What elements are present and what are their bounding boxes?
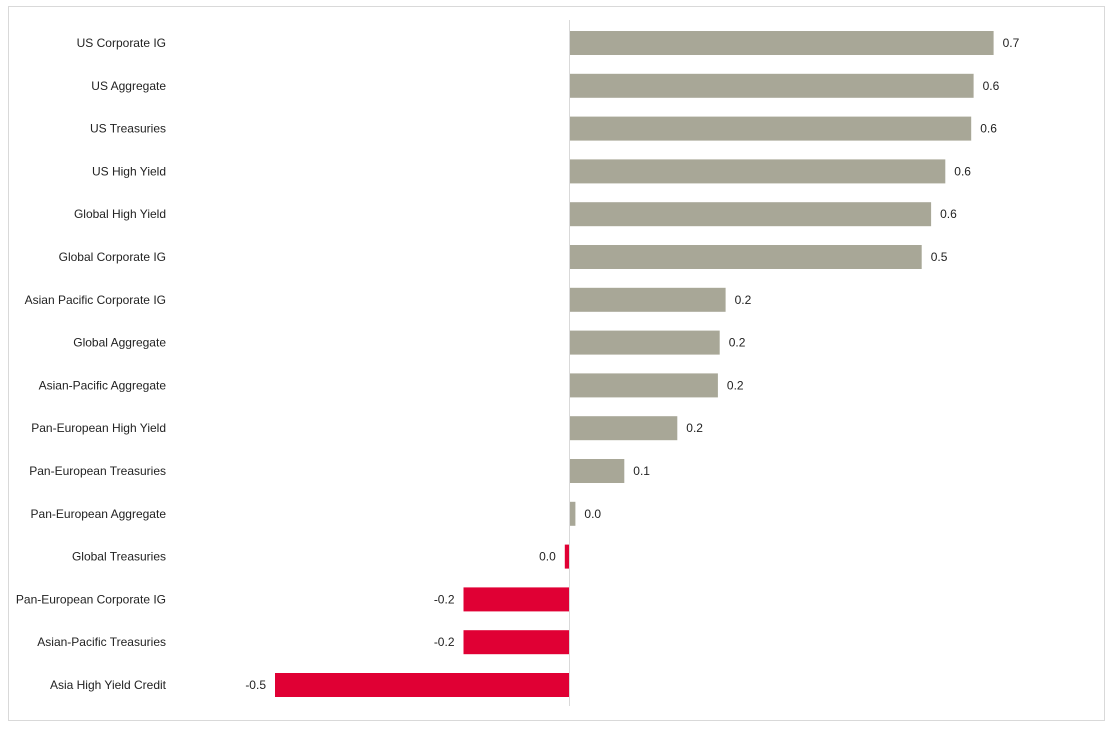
value-label-asia-high-yield-credit: -0.5 (245, 678, 266, 692)
bar-us-high-yield (569, 159, 946, 184)
value-label-global-treasuries: 0.0 (539, 550, 556, 564)
category-label-asian-pacific-corporate-ig: Asian Pacific Corporate IG (25, 293, 166, 307)
category-label-asian-pacific-aggregate: Asian-Pacific Aggregate (39, 378, 167, 392)
value-label-global-high-yield: 0.6 (940, 207, 957, 221)
value-label-us-aggregate: 0.6 (983, 79, 1000, 93)
value-label-pan-european-high-yield: 0.2 (686, 421, 703, 435)
value-label-pan-european-aggregate: 0.0 (584, 507, 601, 521)
bar-global-corporate-ig (569, 245, 922, 269)
bar-pan-european-treasuries (569, 459, 625, 483)
value-label-asian-pacific-aggregate: 0.2 (727, 378, 744, 392)
category-label-asian-pacific-treasuries: Asian-Pacific Treasuries (37, 635, 166, 649)
value-label-pan-european-treasuries: 0.1 (633, 464, 650, 478)
bar-pan-european-high-yield (569, 416, 678, 441)
bar-us-treasuries (569, 116, 972, 141)
labels-layer: US Corporate IG 0.7 US Aggregate 0.6 US Trea… (16, 36, 1020, 692)
value-label-global-aggregate: 0.2 (729, 336, 746, 350)
category-label-pan-european-aggregate: Pan-European Aggregate (31, 507, 167, 521)
category-label-us-high-yield: US High Yield (92, 164, 166, 178)
bar-pan-european-corporate-ig (463, 587, 570, 612)
category-label-us-corporate-ig: US Corporate IG (77, 36, 166, 50)
bar-global-high-yield (569, 202, 932, 227)
category-label-global-aggregate: Global Aggregate (73, 336, 166, 350)
value-label-global-corporate-ig: 0.5 (931, 250, 948, 264)
category-label-pan-european-corporate-ig: Pan-European Corporate IG (16, 592, 166, 606)
value-label-us-corporate-ig: 0.7 (1003, 36, 1020, 50)
category-label-pan-european-high-yield: Pan-European High Yield (31, 421, 166, 435)
value-label-us-treasuries: 0.6 (980, 122, 997, 136)
bar-global-treasuries (564, 544, 570, 569)
bar-global-aggregate (569, 330, 720, 355)
value-label-asian-pacific-corporate-ig: 0.2 (735, 293, 752, 307)
bar-asia-high-yield-credit (275, 673, 570, 697)
bars-layer (275, 31, 994, 697)
category-label-asia-high-yield-credit: Asia High Yield Credit (50, 678, 167, 692)
bar-asian-pacific-aggregate (569, 373, 718, 398)
bar-us-aggregate (569, 73, 974, 98)
category-label-us-aggregate: US Aggregate (91, 79, 166, 93)
category-label-global-high-yield: Global High Yield (74, 207, 166, 221)
category-label-pan-european-treasuries: Pan-European Treasuries (29, 464, 166, 478)
bar-pan-european-aggregate (569, 501, 576, 526)
bar-us-corporate-ig (569, 31, 994, 55)
bar-asian-pacific-corporate-ig (569, 287, 726, 312)
value-label-us-high-yield: 0.6 (954, 164, 971, 178)
value-label-asian-pacific-treasuries: -0.2 (434, 635, 455, 649)
value-label-pan-european-corporate-ig: -0.2 (434, 592, 455, 606)
bar-asian-pacific-treasuries (463, 630, 570, 655)
category-label-global-treasuries: Global Treasuries (72, 550, 166, 564)
category-label-global-corporate-ig: Global Corporate IG (59, 250, 166, 264)
category-label-us-treasuries: US Treasuries (90, 122, 166, 136)
